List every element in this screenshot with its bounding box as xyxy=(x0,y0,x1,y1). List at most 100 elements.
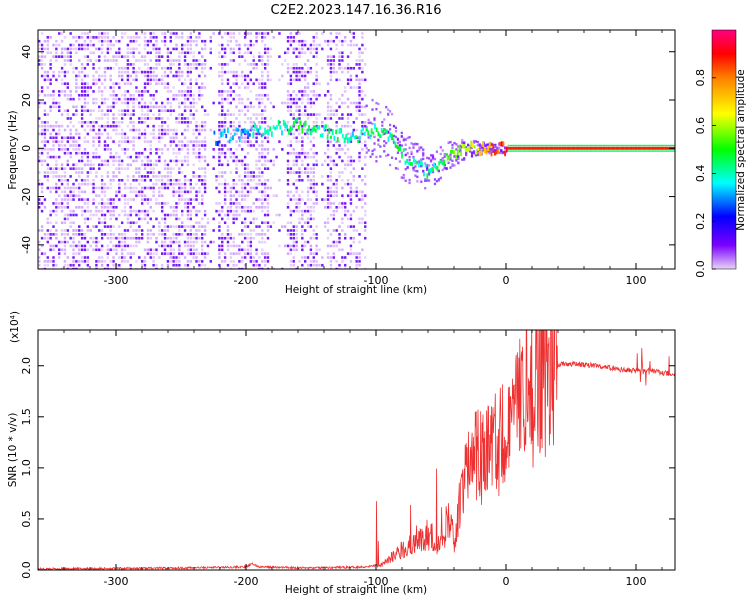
spectrogram-cell xyxy=(266,205,270,209)
spectrogram-cell xyxy=(201,240,204,244)
spectrogram-cell xyxy=(329,105,333,109)
spectrogram-cell xyxy=(301,151,304,155)
spectrogram-cell xyxy=(166,229,170,232)
spectrogram-cell xyxy=(192,117,195,120)
spectrogram-cell xyxy=(49,233,52,236)
spectrogram-ridge-cell xyxy=(517,146,520,150)
spectrogram-cell xyxy=(289,167,293,170)
spectrogram-cell xyxy=(373,142,376,145)
spectrogram-cell xyxy=(49,66,52,70)
spectrogram-cell xyxy=(329,175,333,178)
spectrogram-cell xyxy=(178,178,181,182)
spectrogram-cell xyxy=(457,161,460,164)
spectrogram-cell xyxy=(252,217,255,221)
spectrogram-cell xyxy=(226,32,230,35)
spectrogram-cell xyxy=(186,36,190,39)
spectrogram-cell xyxy=(451,164,454,167)
spectrogram-cell xyxy=(298,217,301,221)
spectrogram-cell xyxy=(172,233,175,236)
spectrogram-ridge-edge xyxy=(516,144,518,147)
spectrogram-cell xyxy=(163,86,167,89)
spectrogram-cell xyxy=(295,97,298,101)
spectrogram-cell xyxy=(52,136,55,140)
spectrogram-ridge-edge xyxy=(597,150,599,152)
spectrogram-cell xyxy=(112,244,115,248)
spectrogram-cell xyxy=(80,229,84,232)
spectrogram-cell xyxy=(338,117,341,120)
spectrogram-cell xyxy=(123,205,127,209)
spectrogram-cell xyxy=(301,190,304,194)
spectrogram-cell xyxy=(306,240,310,244)
spectrogram-cell xyxy=(341,256,344,259)
spectrogram-cell xyxy=(178,121,181,124)
spectrogram-cell xyxy=(183,175,187,178)
spectrogram-cell xyxy=(49,248,52,252)
spectrogram-cell xyxy=(261,252,264,255)
spectrogram-cell xyxy=(158,59,161,62)
spectrogram-cell xyxy=(221,90,224,93)
spectrogram-cell xyxy=(498,147,501,150)
spectrogram-cell xyxy=(283,59,287,62)
spectrogram-ridge-cell xyxy=(347,137,349,144)
spectrogram-cell xyxy=(178,260,181,263)
spectrogram-cell xyxy=(414,169,417,173)
spectrogram-cell xyxy=(112,163,115,167)
spectrogram-cell xyxy=(335,178,338,182)
spectrogram-cell xyxy=(266,59,270,62)
spectrogram-ridge-cell xyxy=(396,144,398,149)
spectrogram-cell xyxy=(149,105,152,109)
spectrogram-cell xyxy=(321,124,324,128)
spectrogram-cell xyxy=(352,128,355,132)
spectrogram-cell xyxy=(326,244,330,248)
spectrogram-cell xyxy=(86,121,90,124)
spectrogram-cell xyxy=(361,217,364,221)
spectrogram-cell xyxy=(326,59,330,62)
spectrogram-cell xyxy=(226,225,230,228)
spectrogram-ridge-edge xyxy=(583,150,586,152)
spectrogram-cell xyxy=(78,182,81,186)
spectrogram-cell xyxy=(86,90,90,93)
spectrogram-cell xyxy=(100,244,104,248)
spectrogram-cell xyxy=(352,32,355,35)
spectrogram-cell xyxy=(398,160,401,163)
spectrogram-cell xyxy=(115,205,118,209)
spectrogram-cell xyxy=(175,121,178,124)
spectrogram-cell xyxy=(338,225,341,228)
spectrogram-cell xyxy=(461,141,464,144)
spectrogram-cell xyxy=(195,213,198,217)
spectrogram-cell xyxy=(86,155,90,159)
spectrogram-cell xyxy=(138,171,141,174)
spectrogram-cell xyxy=(263,178,267,182)
spectrogram-cell xyxy=(349,78,353,82)
spectrogram-cell xyxy=(241,240,244,244)
spectrogram-ridge-edge xyxy=(656,150,659,152)
spectrogram-cell xyxy=(203,233,207,236)
spectrogram-cell xyxy=(78,167,81,170)
spectrogram-cell xyxy=(261,175,264,178)
spectrogram-cell xyxy=(289,32,293,35)
spectrogram-cell xyxy=(40,90,44,93)
spectrogram-cell xyxy=(258,82,261,85)
spectrogram-cell xyxy=(135,47,138,51)
spectrogram-cell xyxy=(181,194,184,198)
spectrogram-cell xyxy=(229,244,233,248)
spectrogram-cell xyxy=(75,163,78,167)
spectrogram-cell xyxy=(272,36,275,39)
spectrogram-cell xyxy=(55,124,58,128)
spectrogram-cell xyxy=(263,252,267,255)
spectrogram-cell xyxy=(292,256,295,259)
spectrogram-cell xyxy=(218,252,221,255)
spectrogram-cell xyxy=(335,47,338,51)
y-tick-label: 1.0 xyxy=(20,459,33,477)
spectrogram-cell xyxy=(195,63,198,66)
spectrogram-cell xyxy=(58,140,61,143)
spectrogram-cell xyxy=(283,101,287,105)
spectrogram-cell xyxy=(352,159,355,163)
spectrogram-cell xyxy=(146,221,150,225)
spectrogram-cell xyxy=(235,171,238,174)
spectrogram-ridge-edge xyxy=(581,150,584,152)
spectrogram-cell xyxy=(312,186,315,190)
spectrogram-ridge-cell xyxy=(225,133,228,139)
spectrogram-cell xyxy=(212,229,215,232)
spectrogram-cell xyxy=(192,144,195,147)
